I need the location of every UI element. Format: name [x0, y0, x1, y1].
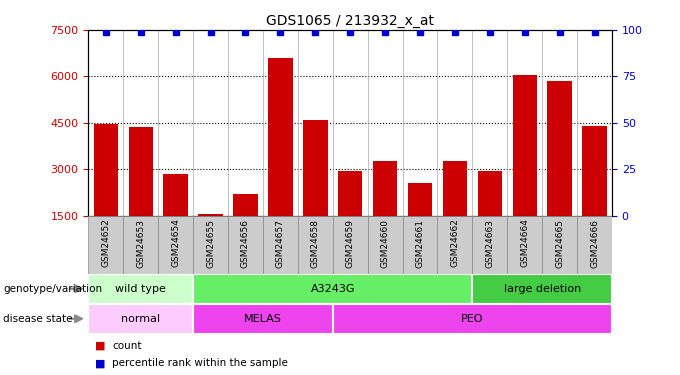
Text: GSM24658: GSM24658 [311, 219, 320, 267]
Bar [368, 216, 403, 274]
Text: ■: ■ [95, 358, 105, 369]
Bar [129, 128, 153, 216]
Bar [163, 174, 188, 216]
Text: ■: ■ [95, 341, 105, 351]
Bar [88, 274, 193, 304]
Text: MELAS: MELAS [244, 314, 282, 324]
Text: GSM24653: GSM24653 [136, 219, 146, 267]
Text: PEO: PEO [461, 314, 483, 324]
Text: GSM24663: GSM24663 [486, 219, 494, 267]
Bar [403, 216, 437, 274]
Bar [193, 274, 473, 304]
Bar [298, 216, 333, 274]
Bar [513, 75, 537, 216]
Bar [123, 216, 158, 274]
Bar [437, 216, 473, 274]
Text: wild type: wild type [116, 284, 166, 294]
Bar [94, 124, 118, 216]
Text: GSM24657: GSM24657 [276, 219, 285, 267]
Text: large deletion: large deletion [504, 284, 581, 294]
Text: GSM24662: GSM24662 [450, 219, 460, 267]
Text: percentile rank within the sample: percentile rank within the sample [112, 358, 288, 369]
Bar [233, 194, 258, 216]
Bar [228, 216, 263, 274]
Bar [473, 216, 507, 274]
Bar [373, 162, 397, 216]
Bar [542, 216, 577, 274]
Bar [333, 304, 612, 334]
Bar [263, 216, 298, 274]
Text: count: count [112, 341, 141, 351]
Bar [268, 58, 292, 216]
Text: disease state: disease state [3, 314, 73, 324]
Bar [88, 216, 123, 274]
Bar [88, 304, 193, 334]
Text: A3243G: A3243G [311, 284, 355, 294]
Bar [547, 81, 572, 216]
Bar [473, 274, 612, 304]
Bar [507, 216, 542, 274]
Bar [338, 171, 362, 216]
Bar [193, 216, 228, 274]
Title: GDS1065 / 213932_x_at: GDS1065 / 213932_x_at [266, 13, 435, 28]
Bar [158, 216, 193, 274]
Bar [582, 126, 607, 216]
Bar [443, 162, 467, 216]
Text: GSM24654: GSM24654 [171, 219, 180, 267]
Text: normal: normal [121, 314, 160, 324]
Text: GSM24661: GSM24661 [415, 219, 424, 267]
Bar [199, 214, 223, 216]
Text: GSM24664: GSM24664 [520, 219, 529, 267]
Text: GSM24656: GSM24656 [241, 219, 250, 267]
Text: GSM24652: GSM24652 [101, 219, 110, 267]
Text: genotype/variation: genotype/variation [3, 284, 103, 294]
Bar [477, 171, 502, 216]
Bar [303, 120, 328, 216]
Bar [333, 216, 368, 274]
Text: GSM24659: GSM24659 [345, 219, 355, 267]
Bar [408, 183, 432, 216]
Text: GSM24655: GSM24655 [206, 219, 215, 267]
Bar [193, 304, 333, 334]
Text: GSM24660: GSM24660 [381, 219, 390, 267]
Bar [577, 216, 612, 274]
Text: GSM24666: GSM24666 [590, 219, 599, 267]
Text: GSM24665: GSM24665 [555, 219, 564, 267]
